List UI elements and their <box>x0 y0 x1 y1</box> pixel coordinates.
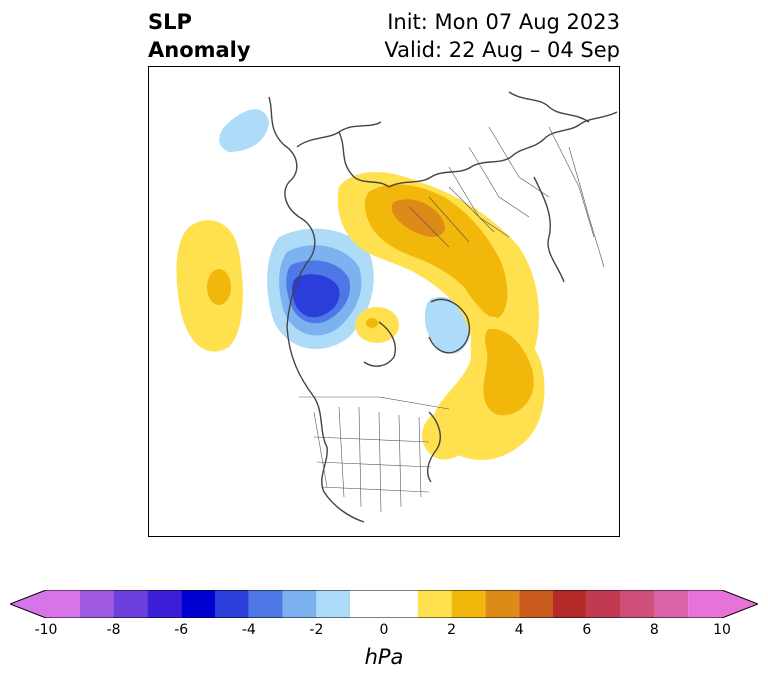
init-date: Init: Mon 07 Aug 2023 <box>387 10 620 34</box>
country-borders <box>299 126 605 513</box>
colorbar-bin <box>417 590 452 618</box>
map-title: SLP Anomaly <box>148 8 251 64</box>
anomaly-shading <box>176 109 545 460</box>
colorbar-bin <box>147 590 182 618</box>
colorbar-bin <box>620 590 655 618</box>
colorbar-bin <box>282 590 317 618</box>
colorbar-tick-label: 2 <box>447 622 457 638</box>
title-line-2: Anomaly <box>148 38 251 62</box>
colorbar-tick-label: 6 <box>582 622 592 638</box>
colorbar-unit: hPa <box>364 645 404 669</box>
colorbar-bin <box>451 590 486 618</box>
colorbar-tick-label: -8 <box>106 622 121 638</box>
colorbar-bin <box>519 590 553 618</box>
colorbar-bin <box>181 590 215 618</box>
valid-range: Valid: 22 Aug – 04 Sep <box>384 38 620 62</box>
colorbar-bin <box>553 590 587 618</box>
colorbar <box>10 590 758 618</box>
colorbar-bin <box>654 590 689 618</box>
colorbar-tick-labels: -10 -8 -6 -4 -2 0 2 4 6 8 10 <box>0 622 768 642</box>
colorbar-extend-high <box>722 590 758 618</box>
colorbar-extend-low <box>10 590 46 618</box>
colorbar-bin <box>586 590 621 618</box>
colorbar-tick-label: 4 <box>514 622 524 638</box>
map-canvas <box>176 91 618 523</box>
colorbar-bin <box>485 590 520 618</box>
colorbar-tick-label: 10 <box>713 622 731 638</box>
colorbar-tick-label: -10 <box>34 622 58 638</box>
colorbar-tick-label: 8 <box>649 622 659 638</box>
title-line-1: SLP <box>148 10 192 34</box>
coastlines <box>268 91 618 523</box>
colorbar-bin <box>79 590 114 618</box>
colorbar-bin <box>215 590 249 618</box>
colorbar-tick-label: -4 <box>241 622 256 638</box>
colorbar-tick-label: -2 <box>309 622 324 638</box>
colorbar-bin <box>248 590 283 618</box>
colorbar-tick-label: 0 <box>379 622 389 638</box>
colorbar-tick-label: -6 <box>174 622 189 638</box>
valid-period: Init: Mon 07 Aug 2023 Valid: 22 Aug – 04… <box>384 8 620 64</box>
colorbar-bin <box>46 590 80 618</box>
anomaly-map <box>148 66 620 537</box>
colorbar-bin <box>316 590 351 618</box>
colorbar-bin <box>688 590 722 618</box>
colorbar-bin <box>113 590 148 618</box>
colorbar-bin <box>350 590 418 618</box>
